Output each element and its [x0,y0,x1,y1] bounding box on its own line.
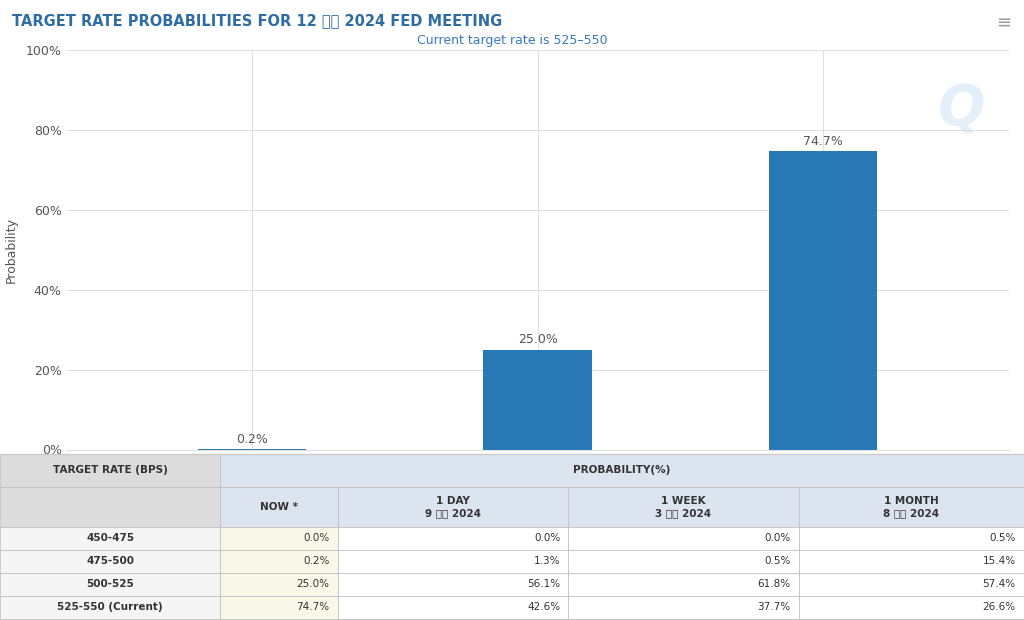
Text: TARGET RATE (BPS): TARGET RATE (BPS) [52,466,168,476]
Bar [338,527,568,550]
Text: 1 WEEK
3 四月 2024: 1 WEEK 3 四月 2024 [655,496,712,518]
Text: 500-525: 500-525 [86,579,134,589]
Bar [0,573,220,596]
Text: 61.8%: 61.8% [758,579,791,589]
Bar [799,596,1024,619]
Bar [338,487,568,527]
Text: 0.0%: 0.0% [303,533,330,543]
Text: 57.4%: 57.4% [983,579,1016,589]
Bar [769,151,878,450]
Text: 0.0%: 0.0% [764,533,791,543]
Text: 26.6%: 26.6% [983,602,1016,612]
Text: 56.1%: 56.1% [527,579,560,589]
Bar [338,573,568,596]
Bar [338,596,568,619]
Text: 450-475: 450-475 [86,533,134,543]
Text: 475-500: 475-500 [86,556,134,566]
Text: 1.3%: 1.3% [534,556,560,566]
Bar [0,454,220,487]
Text: PROBABILITY(%): PROBABILITY(%) [573,466,671,476]
Bar [338,550,568,573]
Text: Q: Q [938,82,985,136]
Bar [220,454,1024,487]
Bar [799,527,1024,550]
Bar [0,596,220,619]
Text: 0.2%: 0.2% [303,556,330,566]
X-axis label: Target Rate (in bps): Target Rate (in bps) [476,474,599,487]
Bar [220,527,338,550]
Text: TARGET RATE PROBABILITIES FOR 12 六月 2024 FED MEETING: TARGET RATE PROBABILITIES FOR 12 六月 2024… [12,14,503,29]
Text: ≡: ≡ [996,14,1012,32]
Text: 25.0%: 25.0% [297,579,330,589]
Text: 525-550 (Current): 525-550 (Current) [57,602,163,612]
Bar [568,487,799,527]
Bar [0,619,1024,620]
Bar [0,550,220,573]
Bar [799,573,1024,596]
Bar [483,350,592,450]
Text: NOW *: NOW * [260,502,298,512]
Bar [0,527,220,550]
Text: 15.4%: 15.4% [983,556,1016,566]
Text: 74.7%: 74.7% [297,602,330,612]
Text: 0.5%: 0.5% [764,556,791,566]
Bar [0,487,220,527]
Bar [220,596,338,619]
Bar [220,487,338,527]
Text: 0.0%: 0.0% [534,533,560,543]
Text: 25.0%: 25.0% [518,334,557,347]
Text: 74.7%: 74.7% [803,135,843,148]
Text: 1 DAY
9 四月 2024: 1 DAY 9 四月 2024 [425,496,481,518]
Y-axis label: Probability: Probability [4,216,17,283]
Bar [568,596,799,619]
Bar [220,573,338,596]
Text: 37.7%: 37.7% [758,602,791,612]
Text: 0.5%: 0.5% [989,533,1016,543]
Bar [799,487,1024,527]
Text: Current target rate is 525–550: Current target rate is 525–550 [417,34,607,47]
Bar [799,550,1024,573]
Text: 1 MONTH
8 三月 2024: 1 MONTH 8 三月 2024 [884,496,939,518]
Bar [198,449,306,450]
Bar [568,550,799,573]
Bar [568,527,799,550]
Text: 0.2%: 0.2% [237,433,268,446]
Text: 42.6%: 42.6% [527,602,560,612]
Bar [568,573,799,596]
Bar [220,550,338,573]
